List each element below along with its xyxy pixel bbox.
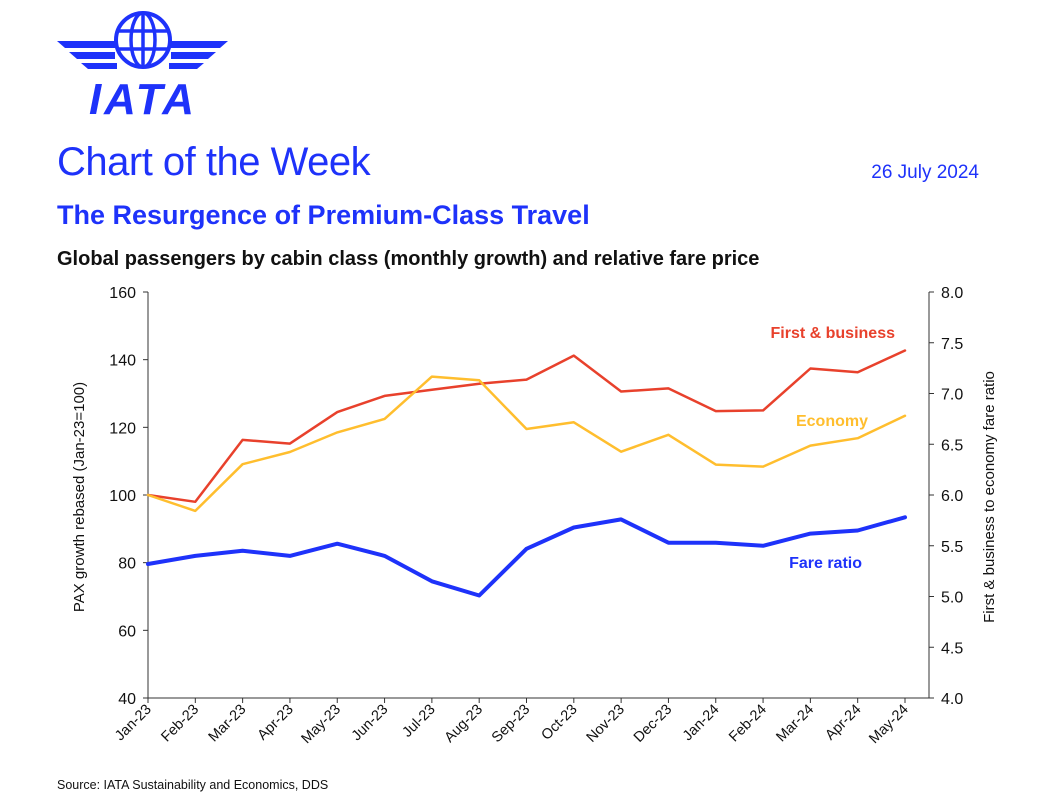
series-label-economy: Economy: [796, 413, 868, 430]
series-title: Chart of the Week: [57, 140, 371, 184]
x-tick-label: Dec-23: [631, 702, 675, 746]
right-tick-label: 4.5: [941, 640, 963, 657]
x-tick-label: Sep-23: [489, 702, 533, 746]
x-tick-label: May-23: [299, 702, 345, 748]
x-tick-label: Aug-23: [442, 702, 486, 746]
wings-icon: [57, 41, 228, 69]
iata-logo: IATA: [57, 11, 228, 120]
x-tick-label: Oct-23: [539, 702, 581, 744]
series-line-economy: [146, 375, 907, 513]
left-tick-label: 160: [109, 285, 136, 302]
x-tick-label: Feb-24: [726, 702, 770, 746]
chart-series: [146, 349, 907, 598]
left-axis-title: PAX growth rebased (Jan-23=100): [71, 382, 88, 612]
right-tick-label: 7.5: [941, 336, 963, 353]
right-axis-title: First & business to economy fare ratio: [981, 371, 998, 623]
x-tick-label: Nov-23: [584, 702, 628, 746]
series-label-first-business: First & business: [771, 325, 896, 342]
left-tick-label: 140: [109, 353, 136, 370]
right-tick-label: 5.5: [941, 539, 963, 556]
logo-text: IATA: [89, 75, 197, 120]
source-note: Source: IATA Sustainability and Economic…: [57, 778, 329, 792]
chart-series-labels: First & business Economy Fare ratio: [771, 325, 896, 572]
left-tick-label: 60: [118, 623, 136, 640]
right-tick-label: 7.0: [941, 387, 963, 404]
chart-title: The Resurgence of Premium-Class Travel: [57, 200, 590, 230]
series-label-fare-ratio: Fare ratio: [789, 555, 862, 572]
x-tick-label: Apr-23: [255, 702, 297, 744]
right-tick-label: 4.0: [941, 691, 963, 708]
x-tick-label: Mar-24: [773, 702, 817, 746]
chart-axes: 40 60 80 100 120 140 160 4.0 4.5 5.0 5.5 6.0 6.5 7.0 7…: [71, 285, 998, 747]
x-tick-label: Feb-23: [158, 702, 202, 746]
x-tick-label: Jan-24: [680, 702, 723, 745]
publication-date: 26 July 2024: [871, 162, 979, 183]
x-tick-label: Mar-23: [206, 702, 250, 746]
right-tick-label: 6.0: [941, 488, 963, 505]
chart-subtitle: Global passengers by cabin class (monthl…: [57, 248, 760, 270]
right-tick-label: 6.5: [941, 437, 963, 454]
globe-icon: [114, 11, 172, 69]
x-tick-label: May-24: [866, 702, 912, 748]
x-tick-label: Jun-23: [349, 702, 392, 745]
x-tick-label: Jul-23: [399, 702, 438, 741]
x-tick-label: Apr-24: [822, 702, 864, 744]
series-line-first-business: [146, 349, 907, 504]
left-tick-label: 80: [118, 556, 136, 573]
left-tick-label: 100: [109, 488, 136, 505]
right-tick-label: 5.0: [941, 590, 963, 607]
right-tick-label: 8.0: [941, 285, 963, 302]
left-tick-label: 40: [118, 691, 136, 708]
left-tick-label: 120: [109, 420, 136, 437]
